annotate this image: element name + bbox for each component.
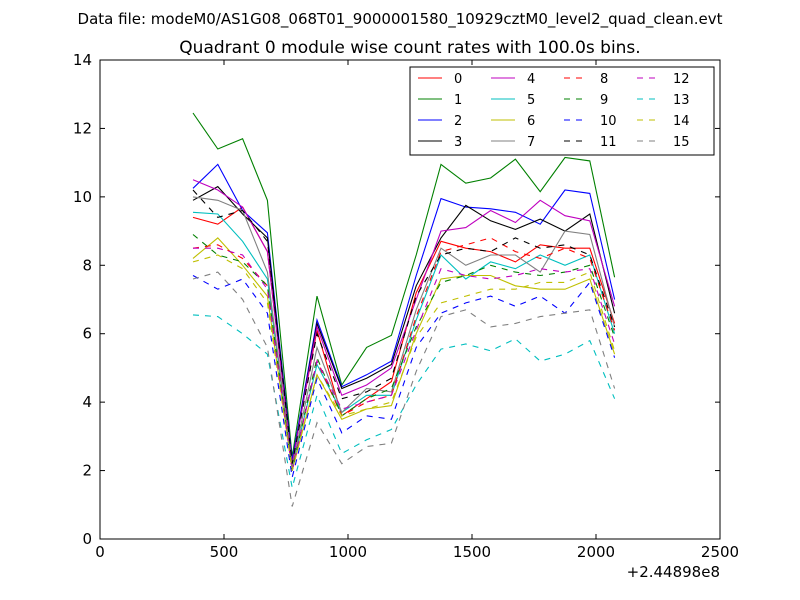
legend-label-8: 8 [600,72,608,87]
y-tick-label-2: 2 [82,462,92,480]
x-tick-label-0: 0 [95,543,105,561]
series-line-7 [192,196,616,468]
y-tick-label-14: 14 [73,51,92,69]
legend-label-15: 15 [673,135,690,150]
legend-label-7: 7 [527,135,535,150]
series-line-1 [192,112,616,457]
series-line-12 [193,247,616,471]
legend-label-11: 11 [600,135,617,150]
legend-label-3: 3 [454,135,462,150]
y-tick-label-6: 6 [82,325,92,343]
legend-label-6: 6 [527,114,535,129]
x-tick-label-2500: 2500 [701,543,739,561]
legend-label-10: 10 [600,114,617,129]
y-tick-label-12: 12 [73,119,92,137]
x-tick-label-1000: 1000 [329,543,367,561]
legend-label-12: 12 [673,72,690,87]
series-line-6 [192,237,616,471]
legend-label-4: 4 [527,72,535,87]
series-line-14 [192,254,616,471]
plot-frame [99,59,721,540]
series-layer [192,112,616,507]
x-tick-label-2000: 2000 [577,543,615,561]
y-tick-label-0: 0 [82,530,92,548]
series-line-3 [192,185,616,464]
chart-suptitle: Data file: modeM0/AS1G08_068T01_90000015… [78,10,723,29]
x-tick-label-500: 500 [210,543,239,561]
y-tick-label-4: 4 [82,393,92,411]
y-tick-label-10: 10 [73,188,92,206]
legend-label-1: 1 [454,93,462,108]
x-offset-label: +2.44898e8 [627,563,720,581]
series-line-15 [192,271,616,507]
legend-label-14: 14 [673,114,690,129]
series-line-4 [192,179,616,464]
series-line-9 [192,234,616,471]
legend-label-2: 2 [454,114,462,129]
y-tick-label-8: 8 [82,256,92,274]
chart-title: Quadrant 0 module wise count rates with … [179,38,640,58]
legend-label-0: 0 [454,72,462,87]
series-line-11 [192,189,616,464]
series-line-10 [192,275,616,478]
legend-frame [409,66,715,156]
legend-label-9: 9 [600,93,608,108]
legend-label-13: 13 [673,93,690,108]
legend-label-5: 5 [527,93,535,108]
series-line-2 [192,163,616,461]
x-tick-label-1500: 1500 [453,543,491,561]
